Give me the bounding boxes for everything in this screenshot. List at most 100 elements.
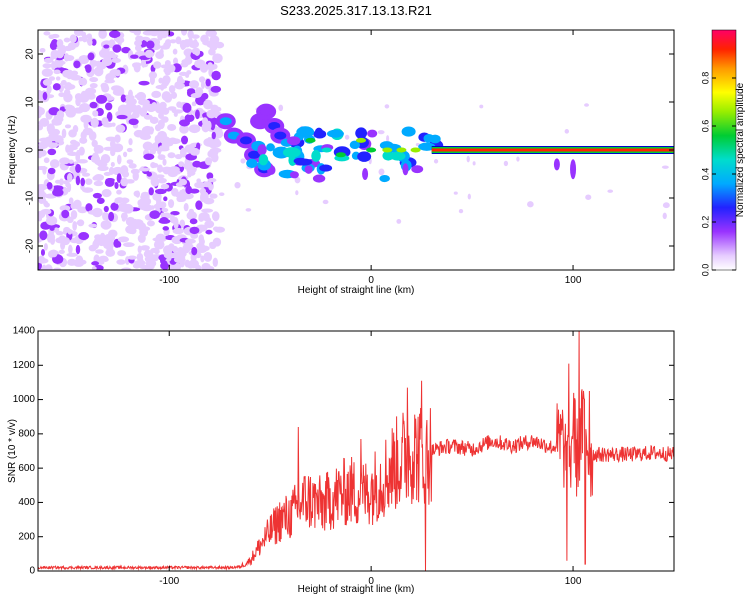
noise-blob: [138, 80, 150, 86]
noise-blob: [105, 136, 117, 142]
snr-x-tick-label: -100: [159, 576, 179, 587]
noise-blob: [72, 141, 81, 148]
noise-blob: [69, 165, 77, 173]
noise-blob: [163, 196, 168, 202]
noise-blob: [158, 112, 164, 120]
noise-blob: [157, 177, 167, 184]
noise-blob: [125, 216, 135, 227]
noise-blob: [172, 48, 178, 55]
noise-blob: [134, 260, 146, 266]
noise-blob: [154, 188, 167, 195]
noise-blob: [58, 249, 65, 254]
noise-blob: [70, 145, 78, 150]
faint-blob: [516, 156, 520, 162]
faint-blob: [458, 208, 464, 214]
spectrogram-y-tick-label: -10: [25, 190, 36, 205]
signal-blob: [274, 131, 287, 140]
noise-blob: [207, 62, 214, 71]
signal-clump: [289, 171, 299, 179]
spectrogram-y-tick-label: -20: [25, 238, 36, 253]
noise-blob: [67, 258, 77, 266]
spectrogram-y-tick-label: 0: [25, 147, 36, 153]
noise-blob: [53, 267, 62, 270]
faint-blob: [527, 201, 534, 208]
noise-blob: [70, 202, 77, 210]
signal-clump: [411, 165, 424, 174]
noise-blob: [172, 227, 184, 235]
noise-blob: [79, 57, 89, 64]
noise-blob: [210, 120, 216, 131]
noise-blob: [58, 235, 67, 243]
noise-blob: [212, 237, 222, 247]
noise-blob: [39, 137, 51, 143]
noise-blob: [65, 69, 74, 80]
noise-blob: [120, 197, 130, 204]
noise-blob: [91, 261, 100, 266]
noise-blob: [50, 142, 59, 148]
snr-x-label: Height of straight line (km): [298, 584, 415, 595]
noise-blob: [52, 83, 61, 91]
faint-blob: [607, 189, 614, 193]
noise-blob: [114, 134, 121, 143]
noise-blob: [137, 245, 142, 254]
colorbar-tick-label: 0.0: [700, 264, 710, 277]
noise-blob: [87, 38, 93, 46]
noise-blob: [198, 212, 210, 221]
colorbar-label: Normalized spectral amplitude: [735, 82, 746, 217]
noise-blob: [59, 157, 71, 165]
faint-blob: [378, 168, 385, 176]
noise-blob: [210, 193, 218, 199]
noise-blob: [75, 163, 82, 173]
noise-blob: [180, 79, 185, 84]
noise-blob: [187, 173, 192, 178]
spectrogram-x-tick-label: 100: [565, 275, 582, 286]
noise-blob: [168, 243, 175, 251]
noise-blob: [171, 235, 183, 245]
noise-blob: [85, 64, 92, 73]
noise-blob: [41, 68, 53, 77]
spectrogram-heatmap: [38, 30, 674, 270]
signal-clump: [429, 134, 441, 144]
noise-blob: [61, 128, 67, 139]
noise-blob: [211, 131, 216, 140]
noise-blob: [172, 57, 179, 65]
noise-blob: [95, 249, 104, 254]
noise-blob: [185, 238, 196, 244]
noise-blob: [112, 44, 122, 53]
noise-blob: [38, 184, 48, 191]
spike-spread: [570, 159, 577, 180]
noise-blob: [53, 69, 61, 75]
noise-blob: [180, 61, 189, 68]
noise-blob: [206, 172, 214, 180]
signal-clump: [296, 126, 315, 138]
signal-clump: [326, 129, 344, 138]
noise-blob: [101, 188, 112, 198]
noise-blob: [101, 117, 109, 126]
noise-blob: [180, 30, 188, 36]
noise-blob: [45, 215, 58, 226]
noise-blob: [96, 197, 105, 204]
noise-blob: [46, 84, 52, 94]
noise-blob: [77, 159, 88, 164]
noise-blob: [42, 78, 53, 86]
signal-core: [335, 152, 346, 158]
noise-blob: [98, 255, 109, 262]
noise-blob: [111, 143, 124, 153]
noise-blob: [59, 205, 71, 212]
noise-blob: [142, 141, 154, 151]
spectrogram-x-tick-label: -100: [159, 275, 179, 286]
noise-blob: [65, 109, 76, 118]
noise-blob: [85, 178, 93, 185]
noise-blob: [176, 101, 183, 108]
noise-blob: [212, 53, 223, 64]
signal-clump: [355, 127, 368, 139]
noise-blob: [146, 40, 155, 50]
noise-blob: [96, 60, 101, 66]
noise-blob: [92, 239, 100, 250]
signal-blob: [219, 117, 232, 126]
signal-core: [396, 147, 407, 153]
noise-blob: [64, 104, 73, 111]
noise-blob: [69, 34, 77, 43]
noise-blob: [182, 102, 192, 113]
